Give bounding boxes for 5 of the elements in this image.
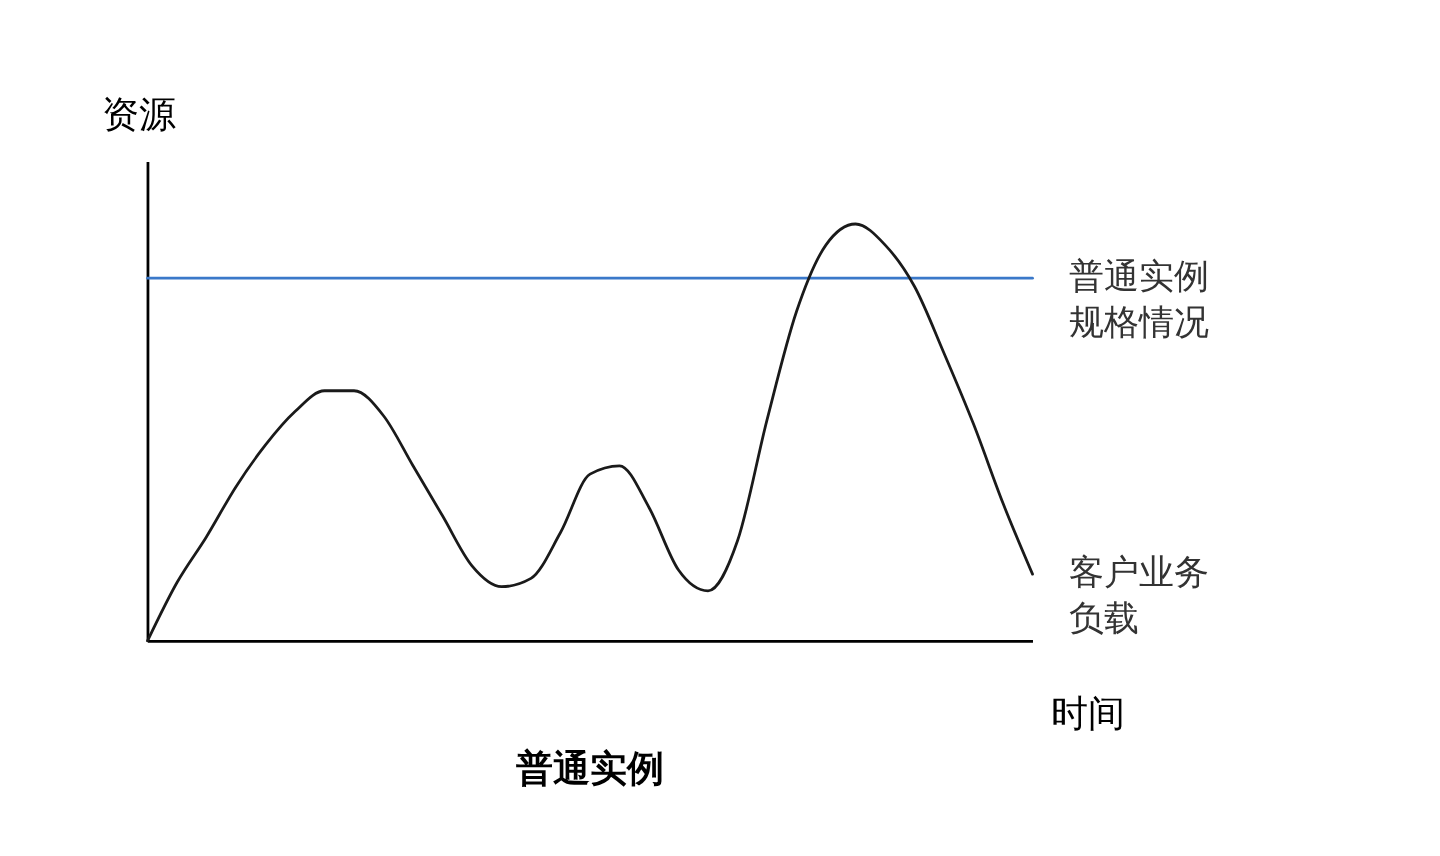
y-axis-title: 资源 [101, 92, 176, 136]
series-label: 普通实例规格情况 [1069, 255, 1210, 343]
x-axis-title: 时间 [1051, 692, 1126, 736]
series-label: 客户业务负载 [1069, 551, 1210, 639]
text: 普通实例 [516, 746, 665, 790]
